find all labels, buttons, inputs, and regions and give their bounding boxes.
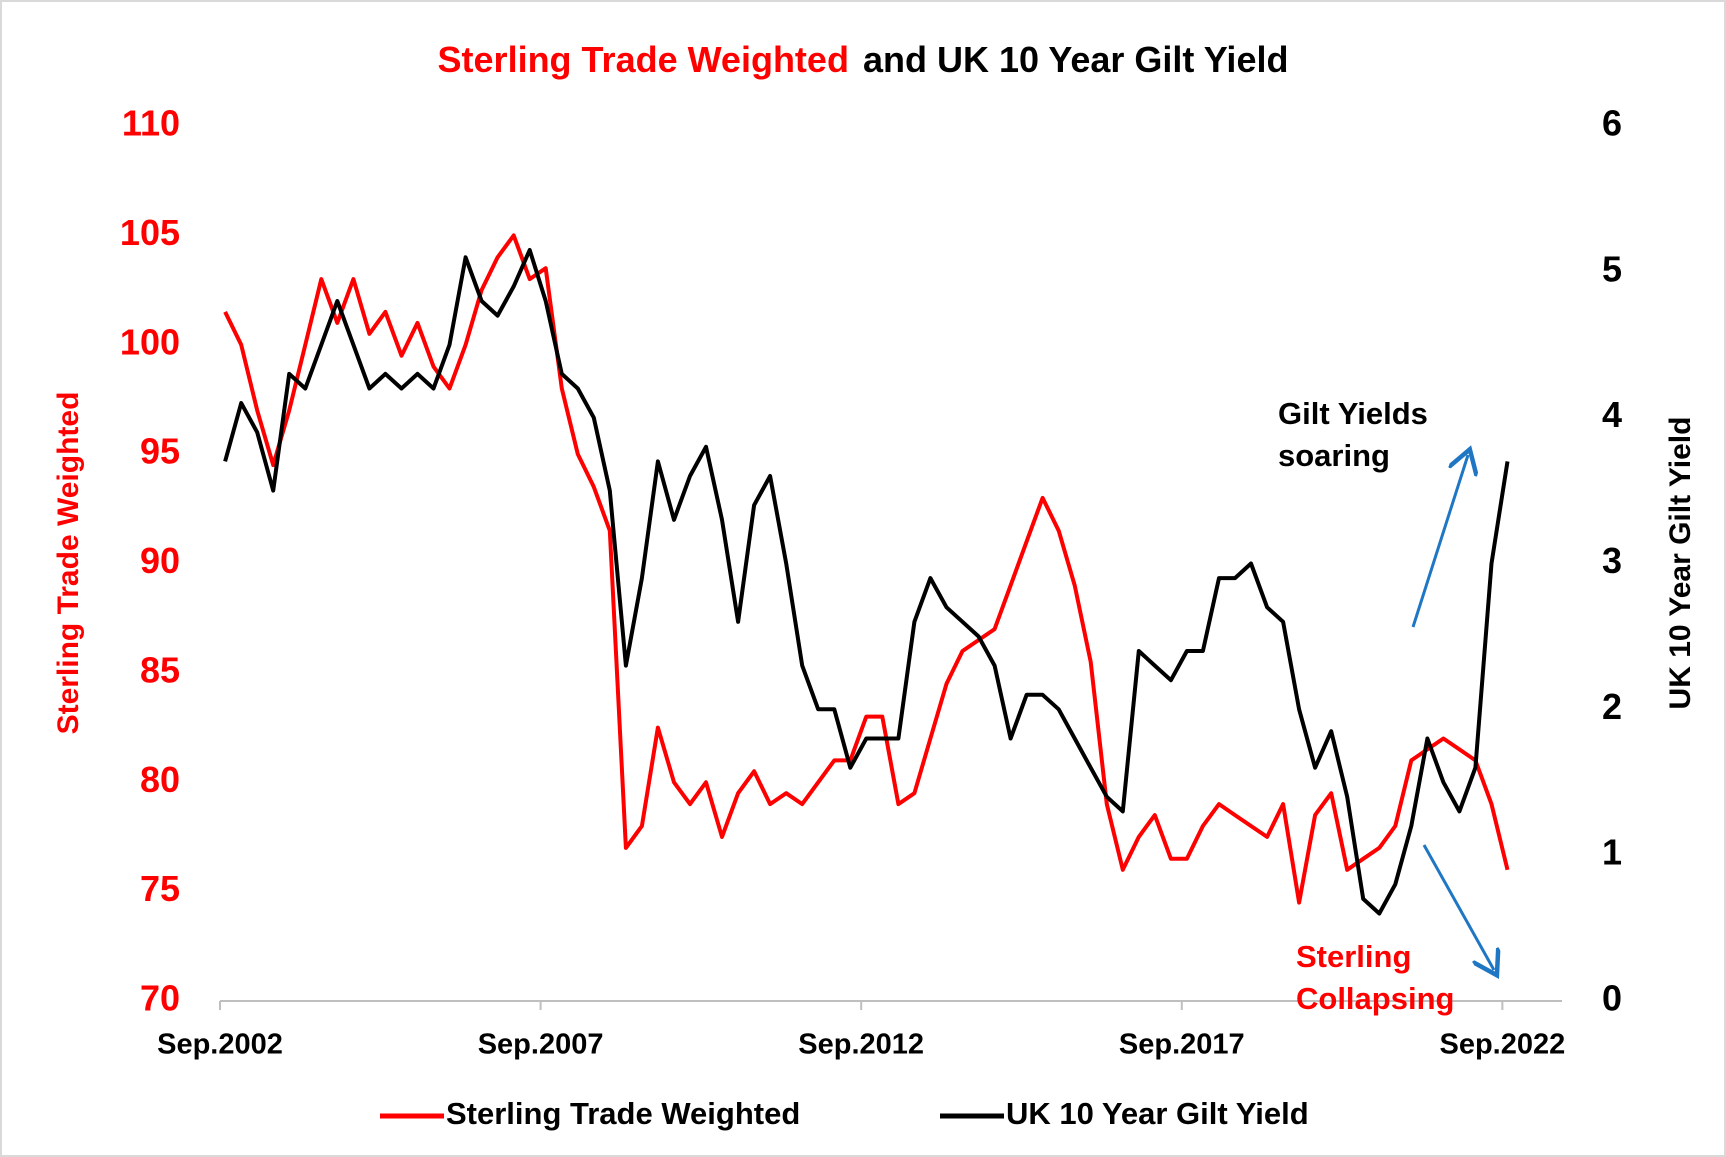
legend-label: UK 10 Year Gilt Yield: [1006, 1096, 1309, 1131]
legend-label: Sterling Trade Weighted: [446, 1096, 800, 1131]
annotation: soaring: [1278, 438, 1390, 473]
annotation-arrow: [1411, 455, 1468, 628]
y2-tick-label: 3: [1602, 540, 1622, 581]
annotation-arrow: [1422, 844, 1494, 970]
y-tick-label: 80: [140, 759, 180, 800]
y-tick-label: 90: [140, 540, 180, 581]
y-tick-label: 85: [140, 649, 180, 690]
series-line: [223, 248, 1510, 916]
title-part: Sterling Trade Weighted: [438, 39, 849, 80]
y-tick-label: 100: [120, 321, 180, 362]
y-tick-label: 95: [140, 431, 180, 472]
y-tick-label: 70: [140, 978, 180, 1019]
x-tick-label: Sep.2017: [1119, 1029, 1245, 1061]
title-part: and UK 10 Year Gilt Yield: [863, 39, 1289, 80]
y2-axis-title: UK 10 Year Gilt Yield: [1664, 417, 1697, 710]
annotation: Sterling: [1296, 939, 1411, 974]
x-tick-label: Sep.2007: [478, 1029, 604, 1061]
annotation: Collapsing: [1296, 981, 1454, 1016]
x-tick-label: Sep.2012: [798, 1029, 924, 1061]
chart-title: Sterling Trade Weighted and UK 10 Year Gi…: [438, 39, 1289, 80]
y2-tick-label: 4: [1602, 394, 1622, 435]
y2-tick-label: 5: [1602, 248, 1622, 289]
y-axis-title: Sterling Trade Weighted: [52, 392, 85, 735]
y2-tick-label: 1: [1602, 832, 1622, 873]
y-tick-label: 110: [122, 103, 180, 144]
annotation: Gilt Yields: [1278, 396, 1428, 431]
y2-tick-label: 6: [1602, 103, 1622, 144]
y2-tick-label: 0: [1602, 978, 1622, 1019]
x-tick-label: Sep.2002: [157, 1029, 283, 1061]
x-tick-label: Sep.2022: [1439, 1029, 1565, 1061]
y-tick-label: 105: [120, 212, 180, 253]
y-tick-label: 75: [140, 868, 180, 909]
y2-tick-label: 2: [1602, 686, 1622, 727]
